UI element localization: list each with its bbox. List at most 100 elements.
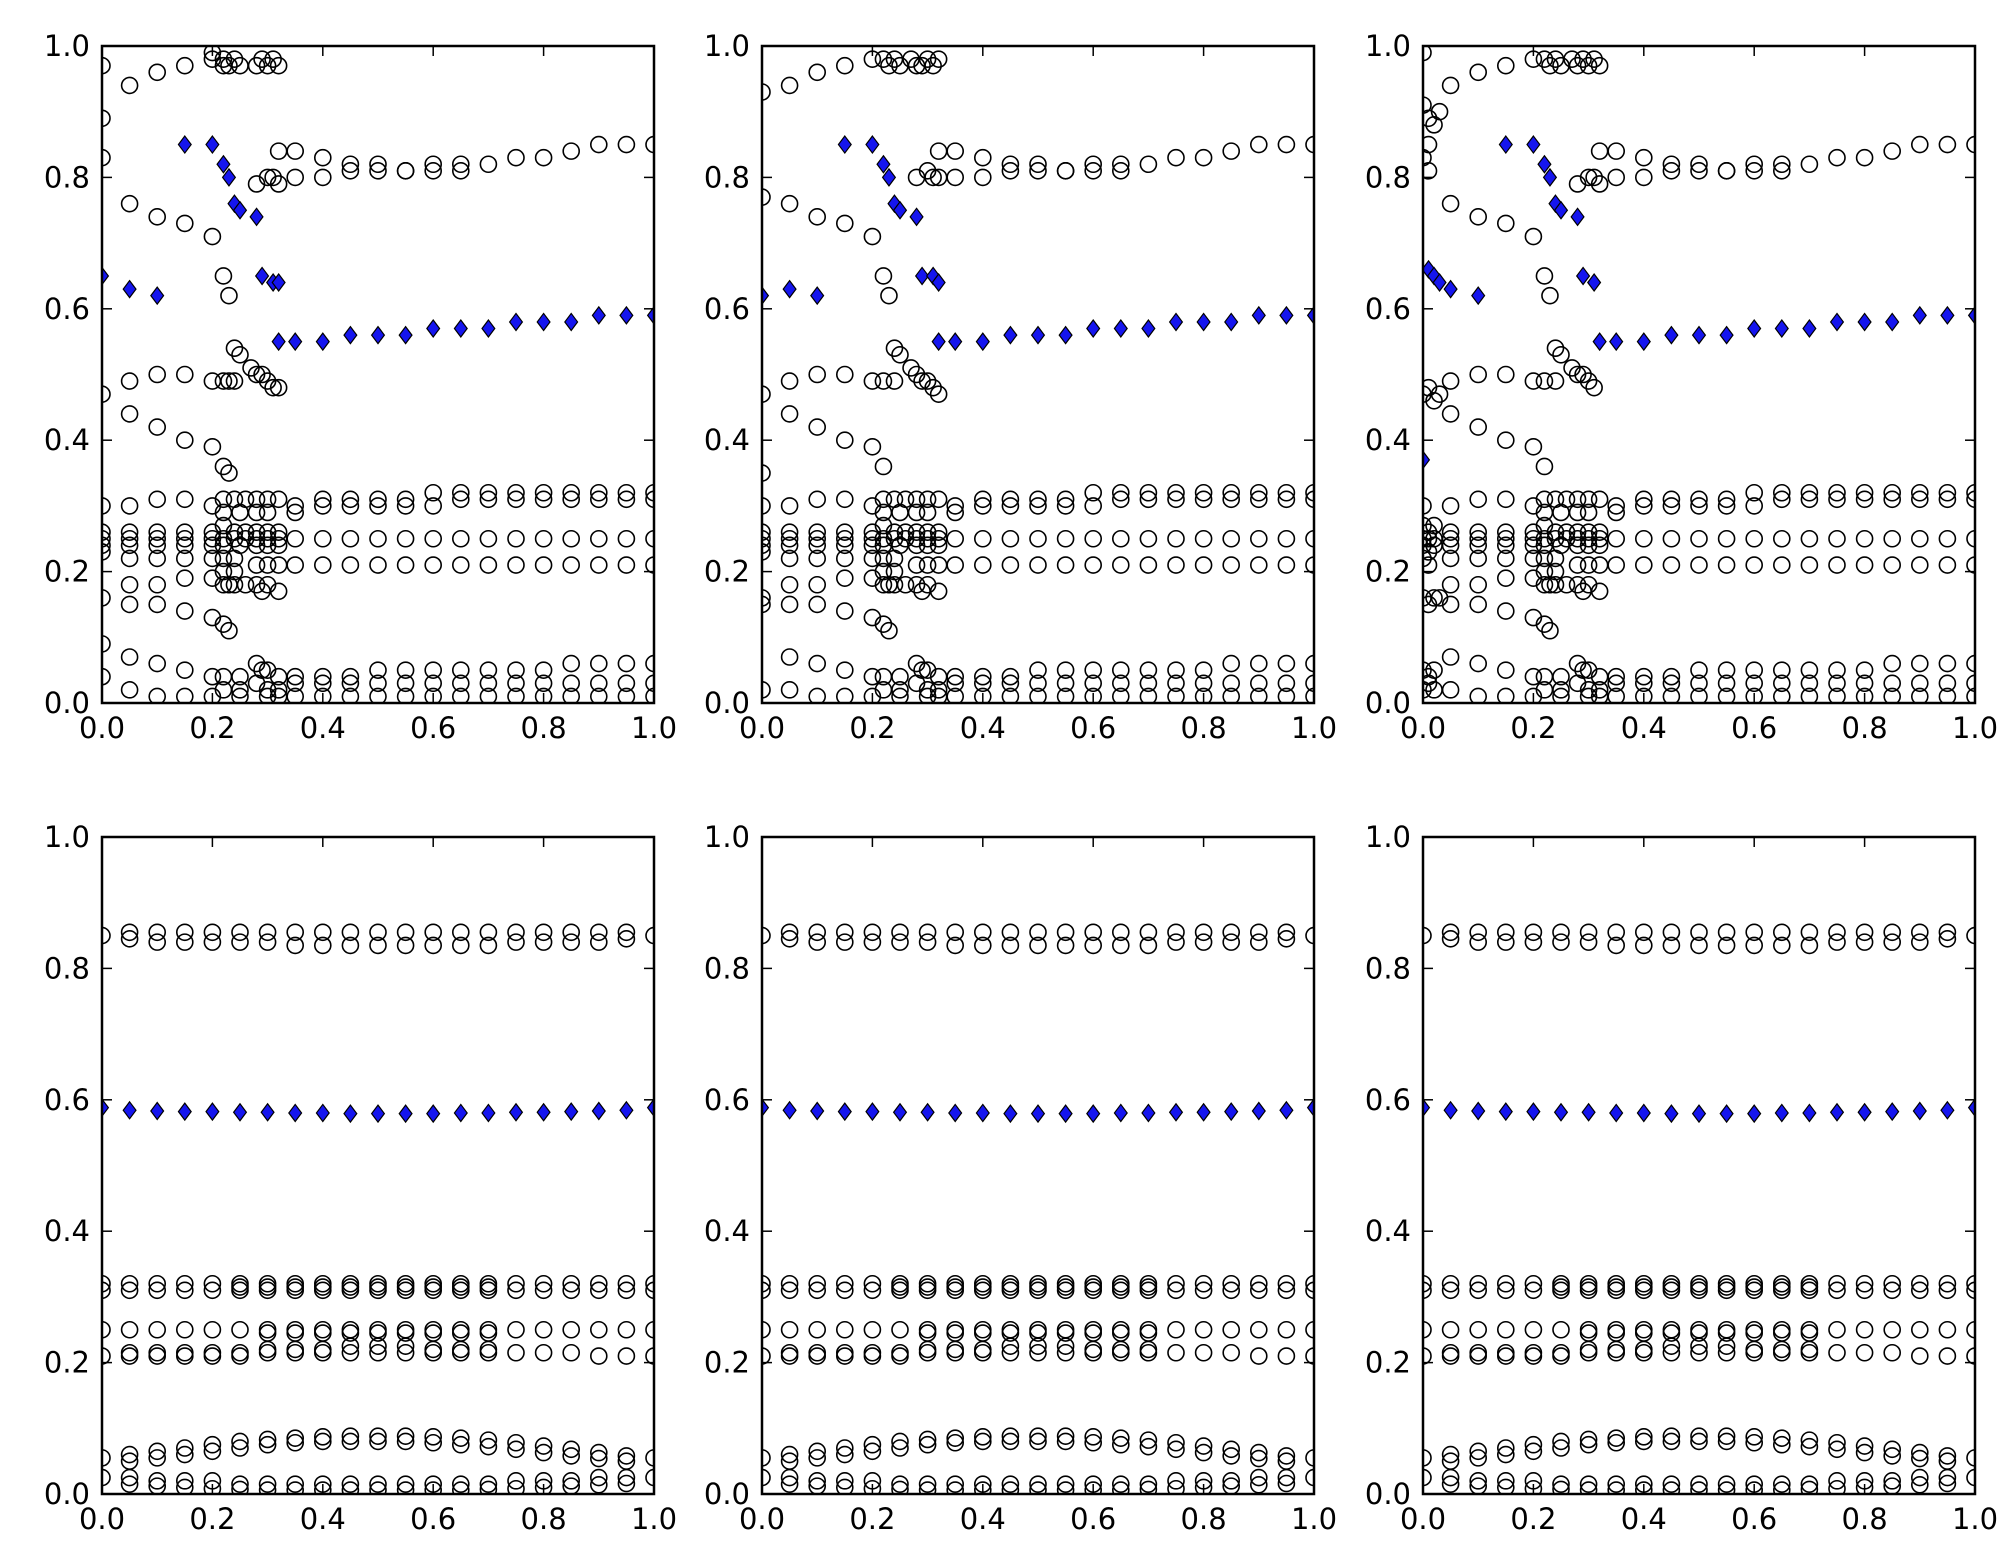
open-circle-point (1535, 549, 1554, 568)
open-circle-point (1662, 1432, 1681, 1451)
open-circle-point (1590, 536, 1609, 555)
diamond-point (315, 1103, 330, 1123)
diamond-point (221, 167, 237, 187)
open-circle-point (1001, 667, 1020, 686)
open-circle-point (589, 923, 608, 942)
open-circle-point (120, 1468, 139, 1487)
open-circle-point (1001, 687, 1020, 703)
open-circle-point (396, 1278, 415, 1296)
open-circle-point (1222, 1472, 1240, 1490)
open-circle-point (1745, 162, 1763, 180)
open-circle-point (148, 529, 166, 548)
open-circle-point (1305, 926, 1314, 945)
open-circle-point (762, 681, 771, 699)
diamond-point (837, 135, 852, 155)
open-circle-point (1222, 142, 1240, 160)
open-circle-point (1001, 1324, 1020, 1342)
open-circle-point (396, 1343, 415, 1362)
open-circle-point (1497, 1281, 1515, 1300)
open-circle-point (225, 575, 244, 594)
open-circle-point (1938, 490, 1957, 509)
open-circle-point (1938, 654, 1957, 673)
open-circle-point (1717, 556, 1736, 574)
y-tick-label: 0.0 (1365, 686, 1411, 720)
open-circle-point (1194, 1343, 1213, 1362)
open-circle-point (1773, 687, 1791, 703)
open-circle-point (1717, 1432, 1736, 1451)
open-circle-point (617, 1468, 636, 1487)
open-circle-point (1883, 674, 1901, 693)
x-tick-label: 0.2 (1510, 1502, 1556, 1536)
open-circle-point (1056, 529, 1075, 548)
open-circle-point (617, 654, 636, 673)
open-circle-point (780, 523, 799, 541)
open-circle-point (918, 1475, 937, 1493)
open-circle-point (1441, 529, 1460, 548)
open-circle-point (1546, 549, 1565, 568)
open-circle-point (973, 936, 992, 955)
diamond-point (1636, 1103, 1651, 1123)
diamond-point (260, 1102, 275, 1122)
open-circle-point (1552, 933, 1570, 951)
open-circle-point (1690, 923, 1708, 942)
diamond-point (1940, 305, 1955, 325)
y-tick-label: 0.0 (704, 1477, 750, 1511)
open-circle-point (918, 503, 937, 522)
diamond-point (453, 319, 468, 339)
open-circle-point (1690, 1427, 1708, 1445)
open-circle-point (645, 483, 654, 502)
open-circle-point (1497, 431, 1515, 450)
open-circle-point (589, 1443, 608, 1462)
open-circle-point (1524, 227, 1543, 246)
open-circle-point (534, 529, 553, 548)
open-circle-point (1001, 497, 1020, 515)
open-circle-point (1469, 1472, 1487, 1490)
y-tick-label: 1.0 (1365, 820, 1411, 854)
open-circle-point (1855, 556, 1874, 574)
open-circle-point (1690, 674, 1708, 693)
open-circle-point (1828, 1343, 1846, 1362)
open-circle-point (780, 536, 799, 555)
open-circle-point (1662, 162, 1681, 180)
open-circle-point (313, 1428, 332, 1446)
open-circle-point (1535, 372, 1554, 390)
open-circle-point (1056, 1337, 1075, 1355)
open-circle-point (808, 595, 827, 614)
open-circle-point (451, 1278, 470, 1296)
open-circle-point (1662, 529, 1681, 548)
diamond-point (1802, 1103, 1817, 1123)
open-circle-point (1690, 661, 1708, 679)
open-circle-point (1662, 155, 1681, 174)
open-circle-point (479, 529, 498, 548)
open-circle-point (1194, 933, 1213, 951)
open-circle-point (534, 1274, 553, 1293)
open-circle-point (1222, 1477, 1240, 1494)
open-circle-point (1717, 674, 1736, 693)
open-circle-point (891, 345, 909, 364)
open-circle-point (102, 1281, 111, 1300)
open-circle-point (835, 365, 854, 384)
open-circle-point (1029, 936, 1047, 955)
open-circle-point (880, 56, 898, 75)
open-circle-point (203, 923, 222, 942)
y-tick-label: 0.2 (1365, 555, 1411, 589)
open-circle-point (808, 923, 827, 942)
open-circle-point (1056, 556, 1075, 574)
open-circle-point (1911, 654, 1929, 673)
open-circle-point (1607, 1429, 1625, 1447)
open-circle-point (946, 556, 965, 574)
open-circle-point (1497, 365, 1515, 384)
open-circle-point (507, 490, 525, 509)
open-circle-point (863, 437, 882, 456)
open-circle-point (451, 490, 470, 509)
open-circle-point (1717, 162, 1736, 180)
series-open_circles (762, 923, 1314, 1494)
open-circle-point (369, 923, 387, 942)
diamond-point (975, 332, 990, 352)
open-circle-point (1557, 575, 1576, 594)
x-tick-label: 0.8 (1842, 1502, 1888, 1536)
open-circle-point (1056, 490, 1075, 509)
diamond-point (1586, 273, 1602, 293)
open-circle-point (1423, 1281, 1432, 1300)
open-circle-point (835, 1281, 854, 1300)
